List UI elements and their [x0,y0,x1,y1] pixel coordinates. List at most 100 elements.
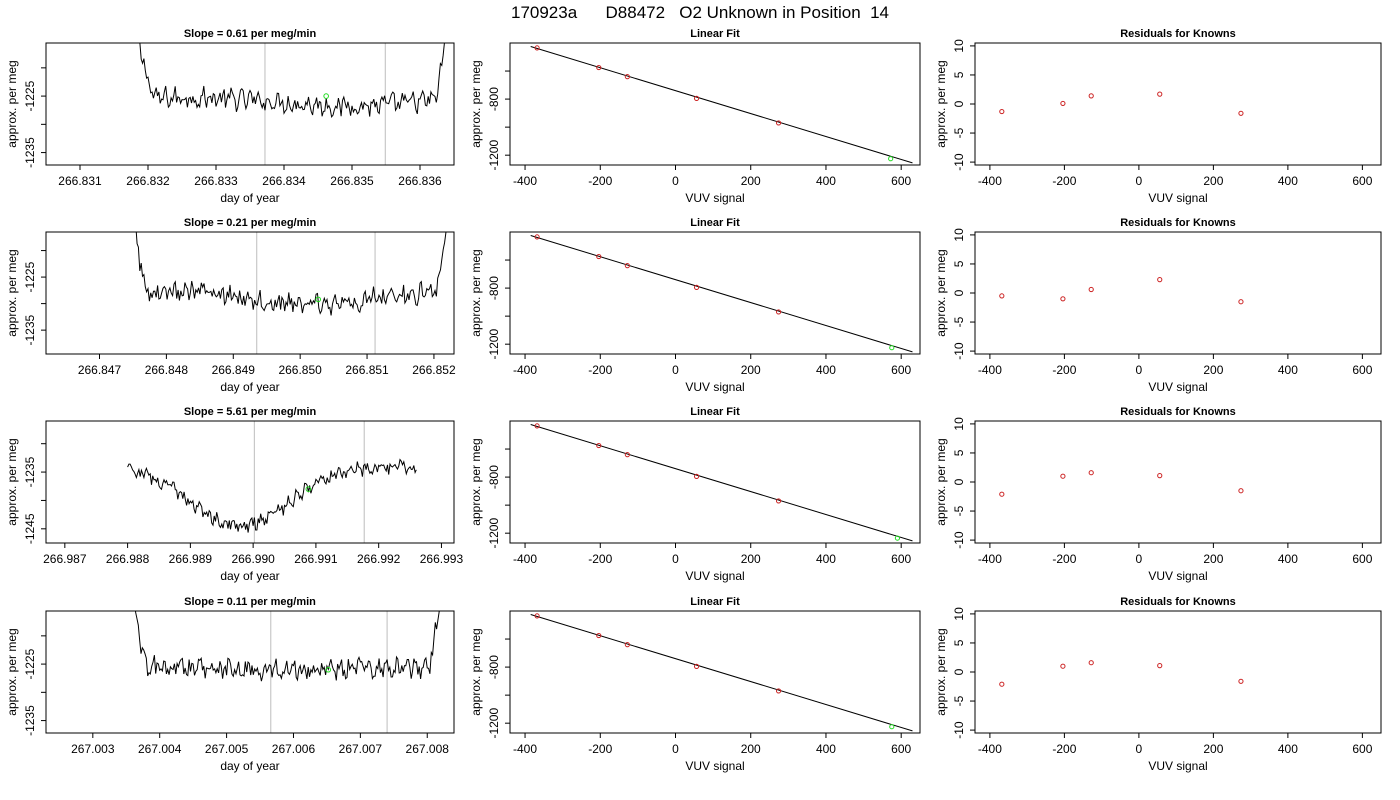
y-tick-label: 10 [952,417,966,431]
known-point [693,663,700,669]
x-tick-label: 200 [741,174,761,188]
x-tick-label: 200 [1203,742,1223,756]
x-tick-label: -400 [978,363,1002,377]
x-tick-label: 266.993 [420,552,464,566]
x-tick-label: 266.848 [145,363,189,377]
y-axis-label: approx. per meg [5,438,19,525]
y-tick-label: -1225 [23,261,37,292]
x-tick-label: 600 [1352,363,1372,377]
y-tick-label: -1200 [487,140,501,171]
x-tick-label: 0 [1136,174,1143,188]
y-tick-label: -5 [952,695,966,706]
x-tick-label: 0 [672,174,679,188]
residual-point [999,491,1005,497]
data-trace [135,611,440,682]
residual-point [1088,286,1094,293]
known-point [775,498,782,504]
x-tick-label: 200 [741,742,761,756]
residual-point [1088,660,1094,666]
plot-area [999,91,1244,116]
x-tick-label: 0 [672,552,679,566]
plot-frame [974,42,1382,166]
fit-line [530,235,913,353]
x-tick-label: 600 [1352,742,1372,756]
x-tick-label: -200 [588,552,612,566]
known-point [596,64,602,71]
panel-title: Linear Fit [690,217,740,229]
x-tick-label: 0 [1136,363,1143,377]
x-tick-label: -200 [1052,552,1076,566]
x-axis-label: VUV signal [685,569,744,583]
unknown-marker [323,93,329,99]
data-trace [135,232,447,316]
y-tick-label: -1245 [23,513,37,544]
x-tick-label: 267.003 [71,742,115,756]
plot-area [999,660,1244,687]
y-tick-label: -10 [952,721,966,739]
y-axis-label: approx. per meg [469,249,483,336]
x-tick-label: 267.006 [272,742,316,756]
y-tick-label: -5 [952,505,966,516]
x-tick-label: 267.007 [339,742,383,756]
y-axis-label: approx. per meg [934,249,948,336]
x-tick-label: -400 [513,742,537,756]
panel-4-1: Slope = 0.11 per meg/min day of year appro… [5,596,455,773]
plot-area [530,45,913,164]
unknown-point [894,535,901,541]
residual-point [1238,488,1244,494]
y-tick-label: 5 [952,260,966,267]
x-tick-label: 266.836 [398,174,442,188]
residual-point [1157,277,1163,283]
plot-area [139,43,445,165]
known-point [693,284,700,290]
x-tick-label: 266.850 [278,363,322,377]
x-axis-label: VUV signal [1148,380,1207,394]
x-tick-label: 600 [891,742,911,756]
y-tick-label: -1225 [23,80,37,111]
unknown-point [888,156,894,162]
y-tick-label: -1235 [23,456,37,487]
panel-title: Linear Fit [690,406,740,418]
panel-title: Slope = 0.61 per meg/min [184,28,317,40]
y-axis-label: approx. per meg [5,249,19,336]
x-axis-label: day of year [220,569,279,583]
unknown-marker [315,296,322,303]
figure-title: 170923a D88472 O2 Unknown in Position 14 [510,3,890,22]
unknown-marker [305,486,312,492]
y-tick-label: -800 [487,276,501,300]
residual-point [999,108,1005,115]
x-tick-label: 266.832 [126,174,170,188]
residual-point [1157,473,1163,479]
y-tick-label: -1235 [23,137,37,168]
x-axis-label: day of year [220,191,279,205]
data-trace [127,458,417,533]
residual-point [1238,678,1244,684]
panel-2-3: Residuals for Knowns VUV signal approx. pe… [934,217,1382,394]
plot-frame [45,610,455,734]
x-axis-label: day of year [220,380,279,394]
panel-title: Residuals for Knowns [1120,406,1236,418]
panel-1-3: Residuals for Knowns VUV signal approx. pe… [934,28,1382,205]
residual-point [1088,93,1094,99]
y-axis-label: approx. per meg [469,438,483,525]
panel-title: Residuals for Knowns [1120,217,1236,229]
y-axis-label: approx. per meg [5,628,19,715]
known-point [624,452,630,458]
x-tick-label: -400 [978,552,1002,566]
plot-frame [974,420,1382,544]
y-tick-label: 0 [952,668,966,675]
y-axis-label: approx. per meg [934,628,948,715]
y-tick-label: -800 [487,87,501,111]
residual-point [1238,110,1244,116]
x-tick-label: 267.008 [406,742,450,756]
y-axis-label: approx. per meg [469,60,483,147]
panel-title: Residuals for Knowns [1120,596,1236,608]
residual-point [999,681,1005,687]
y-axis-label: approx. per meg [469,628,483,715]
plot-area [999,470,1244,497]
y-tick-label: -800 [487,655,501,679]
